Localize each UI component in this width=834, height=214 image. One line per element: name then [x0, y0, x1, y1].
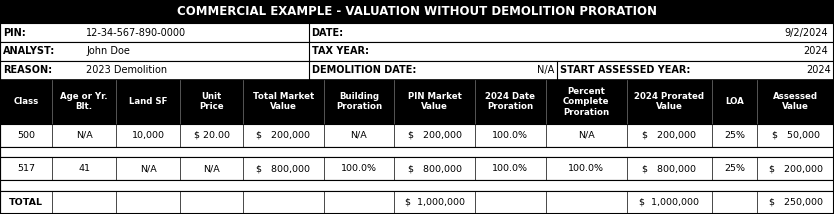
- Text: START ASSESSED YEAR:: START ASSESSED YEAR:: [560, 65, 691, 75]
- Text: N/A: N/A: [140, 164, 157, 173]
- Text: N/A: N/A: [76, 131, 93, 140]
- Text: Building
Proration: Building Proration: [336, 92, 382, 111]
- Bar: [0, 157, 834, 180]
- Text: PIN:: PIN:: [3, 28, 26, 37]
- Bar: [0, 124, 834, 147]
- Text: 100.0%: 100.0%: [492, 131, 529, 140]
- Text: 2024: 2024: [806, 65, 831, 75]
- Text: 100.0%: 100.0%: [492, 164, 529, 173]
- Text: 2024: 2024: [803, 46, 828, 56]
- Text: 100.0%: 100.0%: [568, 164, 604, 173]
- Text: 2024 Date
Proration: 2024 Date Proration: [485, 92, 535, 111]
- Text: Unit
Price: Unit Price: [199, 92, 224, 111]
- Bar: [0, 147, 834, 157]
- Text: $   200,000: $ 200,000: [256, 131, 310, 140]
- Bar: [0, 23, 834, 42]
- Text: $  1,000,000: $ 1,000,000: [639, 198, 699, 207]
- Text: Land SF: Land SF: [129, 97, 168, 106]
- Text: COMMERCIAL EXAMPLE - VALUATION WITHOUT DEMOLITION PRORATION: COMMERCIAL EXAMPLE - VALUATION WITHOUT D…: [177, 5, 657, 18]
- Text: 10,000: 10,000: [132, 131, 165, 140]
- Text: John Doe: John Doe: [87, 46, 130, 56]
- Text: Assessed
Value: Assessed Value: [773, 92, 818, 111]
- Text: 9/2/2024: 9/2/2024: [784, 28, 828, 37]
- Text: 100.0%: 100.0%: [341, 164, 377, 173]
- Text: 12-34-567-890-0000: 12-34-567-890-0000: [87, 28, 187, 37]
- Text: LOA: LOA: [725, 97, 744, 106]
- Text: 25%: 25%: [724, 131, 745, 140]
- Text: $   200,000: $ 200,000: [408, 131, 462, 140]
- Text: DEMOLITION DATE:: DEMOLITION DATE:: [312, 65, 416, 75]
- Bar: [0, 42, 834, 61]
- Text: $   250,000: $ 250,000: [769, 198, 822, 207]
- Text: $   200,000: $ 200,000: [769, 164, 822, 173]
- Bar: [0, 0, 834, 23]
- Text: Percent
Complete
Proration: Percent Complete Proration: [563, 87, 610, 117]
- Bar: [0, 180, 834, 191]
- Text: TOTAL: TOTAL: [9, 198, 43, 207]
- Bar: [0, 61, 834, 80]
- Text: Total Market
Value: Total Market Value: [253, 92, 314, 111]
- Text: Class: Class: [13, 97, 38, 106]
- Text: $   800,000: $ 800,000: [642, 164, 696, 173]
- Text: REASON:: REASON:: [3, 65, 52, 75]
- Text: ANALYST:: ANALYST:: [3, 46, 55, 56]
- Bar: [0, 191, 834, 214]
- Text: $   200,000: $ 200,000: [642, 131, 696, 140]
- Text: 2023 Demolition: 2023 Demolition: [87, 65, 168, 75]
- Text: TAX YEAR:: TAX YEAR:: [312, 46, 369, 56]
- Text: 500: 500: [17, 131, 35, 140]
- Text: 2024 Prorated
Value: 2024 Prorated Value: [634, 92, 704, 111]
- Text: $ 20.00: $ 20.00: [193, 131, 229, 140]
- Text: $   800,000: $ 800,000: [256, 164, 310, 173]
- Text: 25%: 25%: [724, 164, 745, 173]
- Text: 41: 41: [78, 164, 90, 173]
- Text: N/A: N/A: [578, 131, 595, 140]
- Text: DATE:: DATE:: [312, 28, 344, 37]
- Text: N/A: N/A: [537, 65, 554, 75]
- Text: N/A: N/A: [350, 131, 367, 140]
- Text: PIN Market
Value: PIN Market Value: [408, 92, 461, 111]
- Text: 517: 517: [17, 164, 35, 173]
- Text: Age or Yr.
Blt.: Age or Yr. Blt.: [60, 92, 108, 111]
- Text: $   800,000: $ 800,000: [408, 164, 462, 173]
- Text: N/A: N/A: [203, 164, 220, 173]
- Text: $  1,000,000: $ 1,000,000: [404, 198, 465, 207]
- Bar: [0, 80, 834, 124]
- Text: $   50,000: $ 50,000: [771, 131, 820, 140]
